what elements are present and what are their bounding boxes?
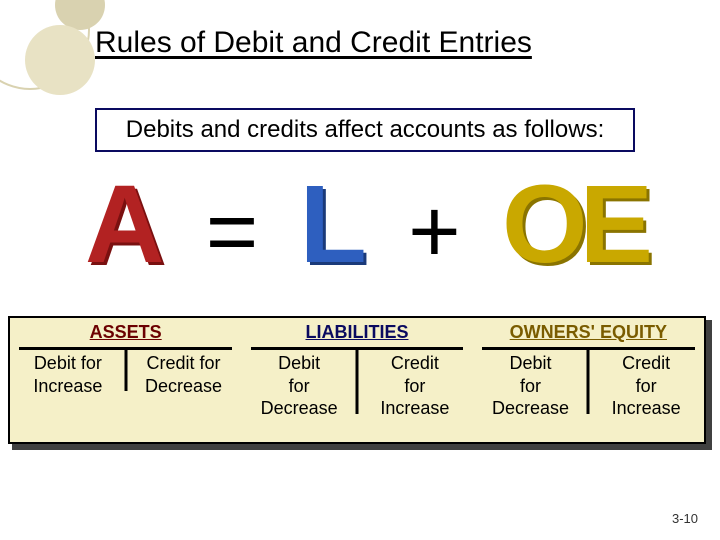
- oe-debit-l1: Debit: [475, 352, 587, 375]
- oe-credit-side: Credit for Increase: [588, 350, 704, 420]
- assets-credit-l1: Credit for: [128, 352, 240, 375]
- liab-debit-l2: for: [243, 375, 355, 398]
- t-accounts-panel: ASSETS Debit for Increase Credit for Dec…: [8, 316, 706, 444]
- assets-debit-side: Debit for Increase: [10, 350, 126, 397]
- assets-credit-side: Credit for Decrease: [126, 350, 242, 397]
- assets-debit-l1: Debit for: [12, 352, 124, 375]
- t-account-liabilities: LIABILITIES Debit for Decrease Credit fo…: [241, 318, 472, 442]
- oe-credit-l1: Credit: [590, 352, 702, 375]
- accounting-equation: A = L + OE: [85, 170, 645, 280]
- liab-credit-l1: Credit: [359, 352, 471, 375]
- liab-debit-l3: Decrease: [243, 397, 355, 420]
- liab-credit-side: Credit for Increase: [357, 350, 473, 420]
- equation-a: A: [85, 170, 164, 280]
- oe-credit-l2: for: [590, 375, 702, 398]
- subtitle-text: Debits and credits affect accounts as fo…: [126, 116, 604, 143]
- liab-credit-l2: for: [359, 375, 471, 398]
- equation-plus: +: [408, 187, 461, 277]
- corner-decoration: [0, 0, 110, 110]
- liab-debit-l1: Debit: [243, 352, 355, 375]
- t-account-assets: ASSETS Debit for Increase Credit for Dec…: [10, 318, 241, 442]
- oe-credit-l3: Increase: [590, 397, 702, 420]
- t-accounts-shadow: ASSETS Debit for Increase Credit for Dec…: [12, 320, 712, 450]
- assets-debit-l2: Increase: [12, 375, 124, 398]
- assets-credit-l2: Decrease: [128, 375, 240, 398]
- t-account-header-oe: OWNERS' EQUITY: [510, 322, 667, 343]
- liab-credit-l3: Increase: [359, 397, 471, 420]
- oe-debit-l3: Decrease: [475, 397, 587, 420]
- slide-number: 3-10: [672, 511, 698, 526]
- page-title: Rules of Debit and Credit Entries: [95, 26, 532, 60]
- t-account-header-liabilities: LIABILITIES: [305, 322, 408, 343]
- equation-equals: =: [206, 187, 259, 277]
- liab-debit-side: Debit for Decrease: [241, 350, 357, 420]
- t-account-header-assets: ASSETS: [90, 322, 162, 343]
- oe-debit-l2: for: [475, 375, 587, 398]
- equation-oe: OE: [502, 170, 645, 280]
- subtitle-box: Debits and credits affect accounts as fo…: [95, 108, 635, 152]
- t-account-owners-equity: OWNERS' EQUITY Debit for Decrease Credit…: [473, 318, 704, 442]
- oe-debit-side: Debit for Decrease: [473, 350, 589, 420]
- equation-l: L: [300, 170, 367, 280]
